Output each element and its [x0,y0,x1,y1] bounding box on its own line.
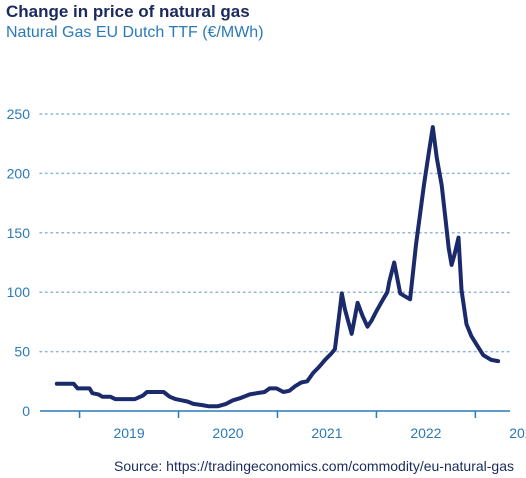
source-note: Source: https://tradingeconomics.com/com… [114,458,514,474]
tick-labels: 0 50 100 150 200 250 2019 2020 2021 2022 2023 [7,106,526,441]
gridlines [39,113,511,353]
x-tick-label: 2020 [212,425,243,441]
tick-marks [78,411,477,418]
chart-title: Change in price of natural gas [6,2,250,21]
series [54,125,501,409]
y-tick-label: 0 [22,403,30,419]
y-tick-label: 200 [7,165,31,181]
chart-subtitle: Natural Gas EU Dutch TTF (€/MWh) [6,24,264,41]
y-tick-label: 100 [7,284,31,300]
y-tick-label: 50 [14,344,30,360]
x-tick-label: 2022 [410,425,441,441]
x-tick-label: 2021 [311,425,342,441]
series-line [54,125,501,409]
y-tick-label: 250 [7,106,31,122]
x-tick-label: 2019 [113,425,144,441]
y-tick-label: 150 [7,225,31,241]
x-tick-label: 2023 [509,425,526,441]
